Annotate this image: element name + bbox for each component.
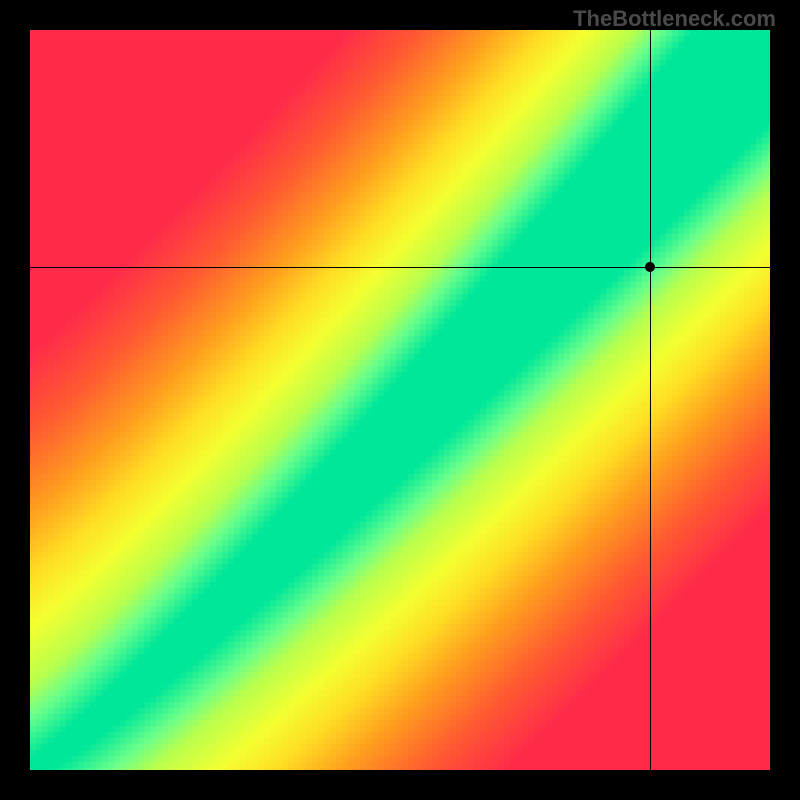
bottleneck-heatmap — [30, 30, 770, 770]
heatmap-canvas — [30, 30, 770, 770]
watermark-text: TheBottleneck.com — [573, 6, 776, 32]
crosshair-vertical — [650, 30, 651, 770]
crosshair-horizontal — [30, 267, 770, 268]
crosshair-marker — [645, 262, 655, 272]
